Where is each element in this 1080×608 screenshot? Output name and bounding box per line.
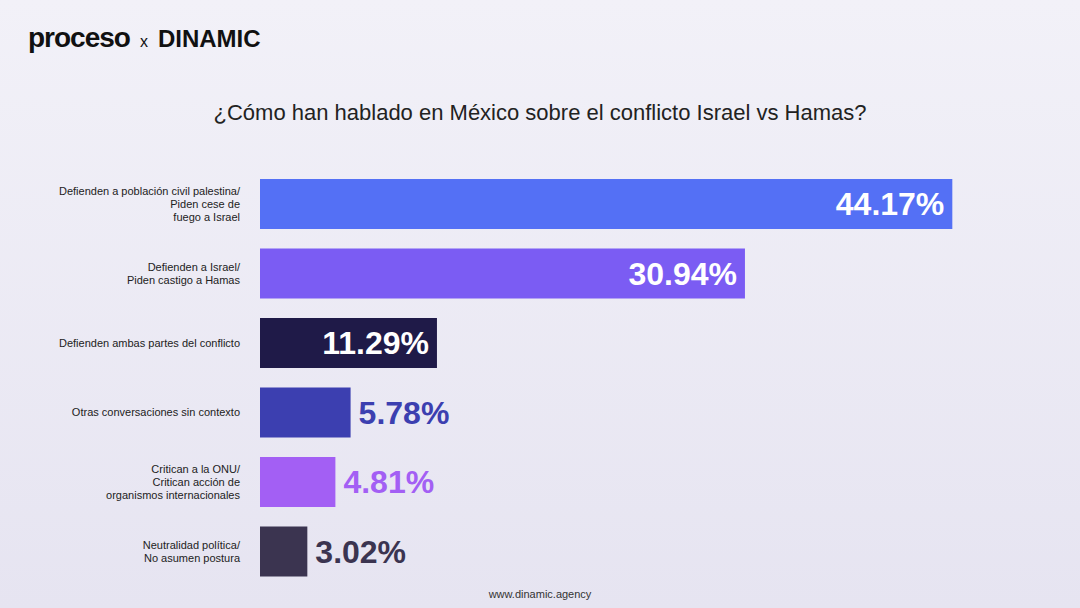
svg-text:3.02%: 3.02% [315, 534, 406, 570]
svg-text:44.17%: 44.17% [836, 186, 945, 222]
html-text:¿Cómo han hablado en México so: ¿Cómo han hablado en México sobre el con… [213, 100, 867, 125]
svg-text:11.29%: 11.29% [322, 325, 429, 361]
svg-text:Critican a la ONU/Critican acc: Critican a la ONU/Critican acción deorga… [106, 463, 241, 501]
svg-text:5.78%: 5.78% [359, 395, 450, 431]
svg-text:Otras conversaciones sin conte: Otras conversaciones sin contexto [72, 406, 240, 418]
svg-text:Defienden a población civil pa: Defienden a población civil palestina/Pi… [59, 185, 241, 223]
svg-text:4.81%: 4.81% [343, 464, 434, 500]
html-text:www.dinamic.agency: www.dinamic.agency [488, 588, 592, 600]
html-text:proceso x DINAMIC: proceso x DINAMIC [28, 22, 261, 53]
svg-text:30.94%: 30.94% [628, 256, 737, 292]
svg-text:Defienden ambas partes del con: Defienden ambas partes del conflicto [59, 337, 240, 349]
svg-text:Neutralidad política/No asumen: Neutralidad política/No asumen postura [143, 539, 241, 564]
svg-text:Defienden a Israel/Piden casti: Defienden a Israel/Piden castigo a Hamas [127, 261, 241, 286]
